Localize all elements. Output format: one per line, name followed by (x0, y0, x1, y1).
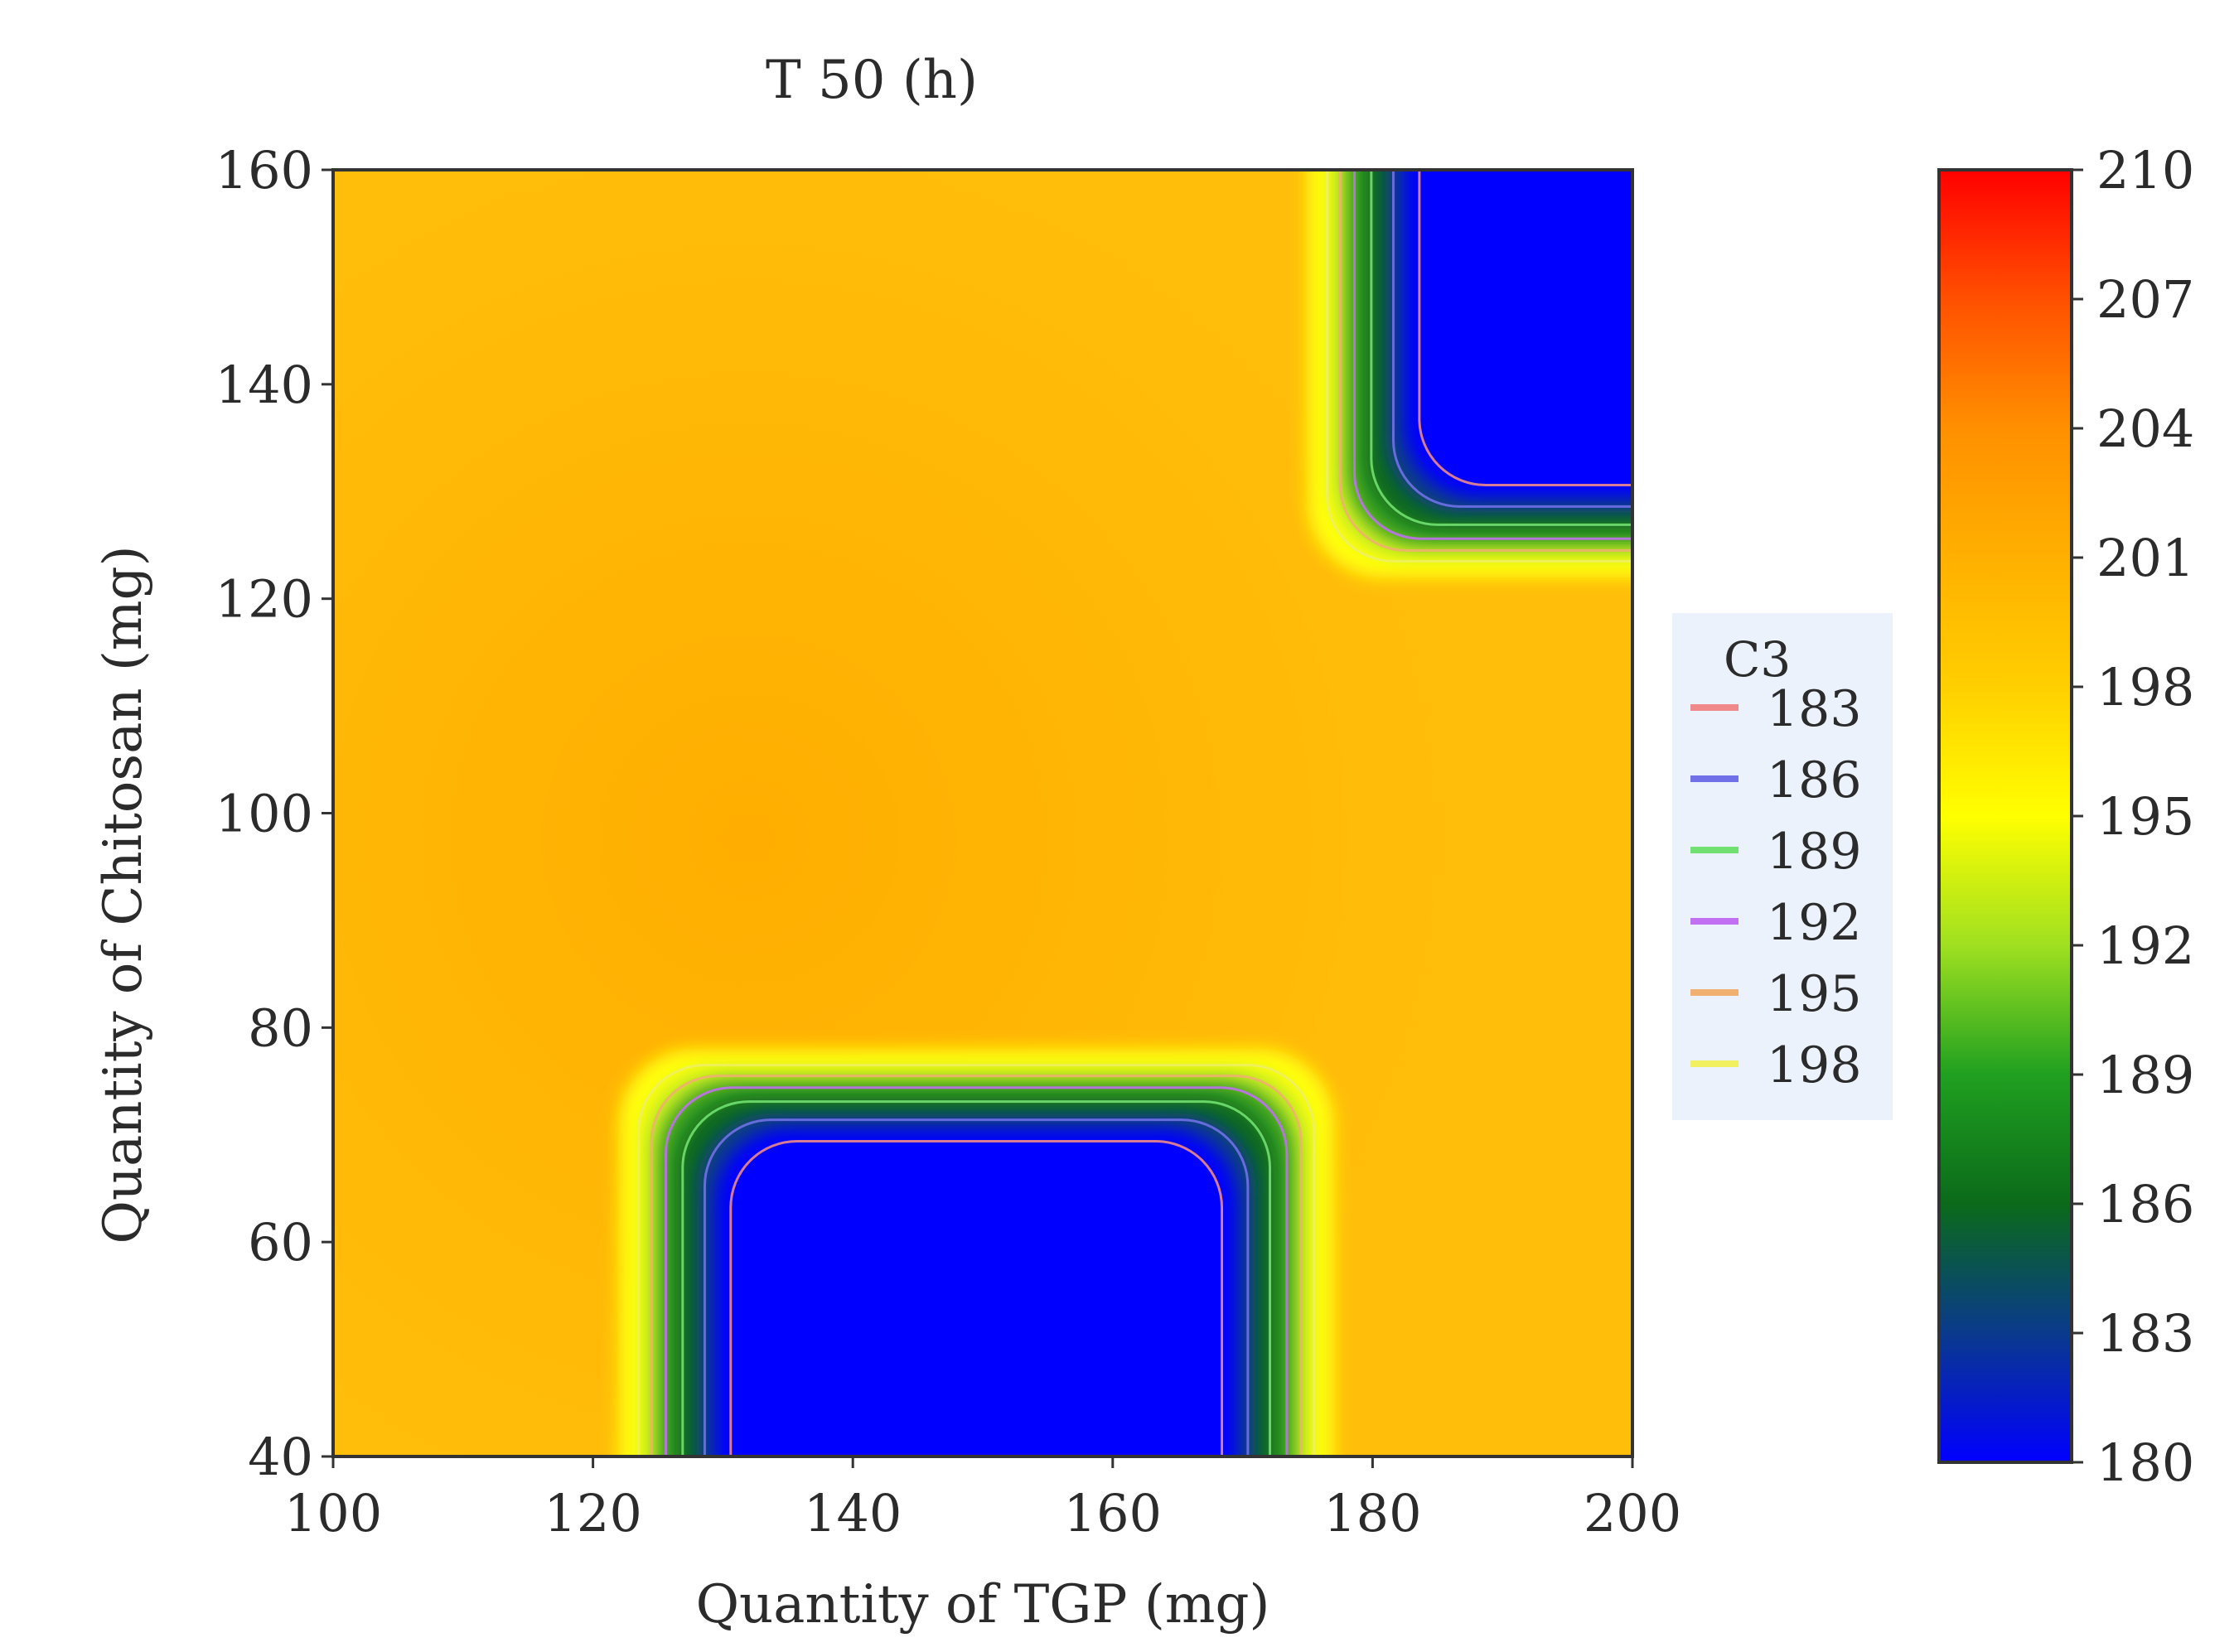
colorbar: 180 183 186 189 192 195 198 201 204 207 210 (1937, 140, 2194, 1493)
colorbar-tick-label: 180 (2096, 1432, 2194, 1493)
colorbar-tick-label: 189 (2096, 1045, 2194, 1105)
contour-line (1326, 170, 1632, 563)
colorbar-tick-label: 201 (2096, 528, 2194, 588)
colorbar-gradient (1937, 168, 2073, 1464)
x-axis: 100 120 140 160 180 200 (284, 1456, 1681, 1543)
contour-line (650, 1075, 1303, 1456)
heatmap-region-band (1404, 170, 1632, 498)
y-tick-label: 140 (215, 355, 313, 415)
legend-title: C3 (1724, 631, 1791, 688)
y-tick-label: 40 (248, 1427, 313, 1487)
y-tick-label: 160 (215, 140, 313, 200)
legend-label: 189 (1767, 823, 1862, 881)
legend-label: 183 (1767, 680, 1862, 738)
contour-line (637, 1064, 1316, 1456)
contour-lines (637, 170, 1632, 1456)
chart-title: T 50 (h) (766, 50, 978, 111)
legend-label: 186 (1767, 751, 1862, 809)
colorbar-tick-label: 207 (2096, 269, 2194, 330)
contour-line (1418, 170, 1632, 486)
x-tick-label: 100 (284, 1483, 382, 1543)
contour-line (1352, 170, 1632, 540)
y-axis: 40 60 80 100 120 140 160 (215, 140, 333, 1487)
contour-line (1392, 170, 1632, 508)
y-tick-label: 60 (248, 1212, 313, 1273)
colorbar-tick-label: 186 (2096, 1174, 2194, 1234)
x-tick-label: 200 (1584, 1483, 1681, 1543)
x-tick-label: 180 (1323, 1483, 1421, 1543)
colorbar-tick-label: 198 (2096, 657, 2194, 717)
contour-line (681, 1100, 1272, 1456)
contour-line (664, 1086, 1289, 1456)
heatmap-regions (618, 170, 1632, 1456)
colorbar-tick-label: 195 (2096, 786, 2194, 847)
colorbar-tick-label: 183 (2096, 1303, 2194, 1364)
legend-label: 195 (1767, 965, 1862, 1023)
legend-box (1672, 613, 1893, 1120)
contour-line (1338, 170, 1632, 552)
x-axis-label: Quantity of TGP (mg) (696, 1574, 1270, 1635)
x-tick-label: 140 (804, 1483, 902, 1543)
y-tick-label: 120 (215, 569, 313, 630)
legend-label: 198 (1767, 1036, 1862, 1094)
x-tick-label: 160 (1064, 1483, 1162, 1543)
colorbar-tick-label: 210 (2096, 140, 2194, 200)
legend-label: 192 (1767, 894, 1862, 952)
colorbar-tick-label: 192 (2096, 915, 2194, 976)
colorbar-tick-label: 204 (2096, 399, 2194, 459)
y-tick-label: 100 (215, 784, 313, 844)
heatmap-region-band (715, 1128, 1238, 1456)
plot-area (333, 170, 1632, 1456)
contour-line (1370, 170, 1632, 526)
contour-line (703, 1118, 1250, 1456)
x-tick-label: 120 (544, 1483, 641, 1543)
contour-line (729, 1140, 1223, 1456)
y-tick-label: 80 (248, 997, 313, 1058)
y-axis-label: Quantity of Chitosan (mg) (93, 545, 154, 1244)
legend: C3 183 186 189 192 195 198 (1672, 613, 1893, 1120)
